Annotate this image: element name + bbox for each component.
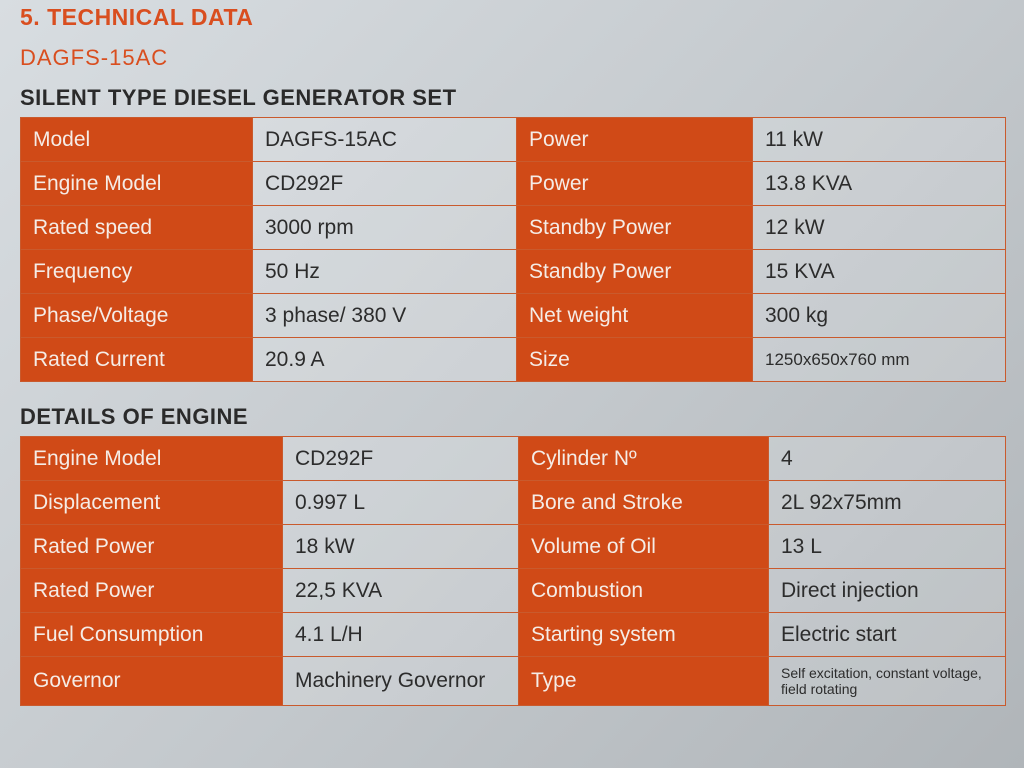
spec-value: 12 kW <box>753 206 1006 250</box>
spec-label: Standby Power <box>517 206 753 250</box>
spec-label: Combustion <box>519 569 769 613</box>
spec-value: 13 L <box>769 525 1006 569</box>
spec-value: 15 KVA <box>753 250 1006 294</box>
spec-value: 20.9 A <box>253 338 517 382</box>
spec-label: Model <box>21 118 253 162</box>
table-row: Fuel Consumption4.1 L/HStarting systemEl… <box>21 613 1006 657</box>
model-code: DAGFS-15AC <box>20 45 1004 71</box>
spec-value: 11 kW <box>753 118 1006 162</box>
table-row: Rated Power18 kWVolume of Oil13 L <box>21 525 1006 569</box>
spec-value: 1250x650x760 mm <box>753 338 1006 382</box>
spec-label: Size <box>517 338 753 382</box>
spec-value: 2L 92x75mm <box>769 481 1006 525</box>
spec-value: 18 kW <box>283 525 519 569</box>
spec-value: 3000 rpm <box>253 206 517 250</box>
spec-value: Electric start <box>769 613 1006 657</box>
spec-value: DAGFS-15AC <box>253 118 517 162</box>
spec-value: 3 phase/ 380 V <box>253 294 517 338</box>
engine-table: Engine ModelCD292FCylinder Nº4Displaceme… <box>20 436 1006 706</box>
spec-label: Engine Model <box>21 437 283 481</box>
engine-table-heading: DETAILS OF ENGINE <box>20 404 1004 430</box>
table-row: ModelDAGFS-15ACPower11 kW <box>21 118 1006 162</box>
spec-label: Frequency <box>21 250 253 294</box>
spec-table: ModelDAGFS-15ACPower11 kWEngine ModelCD2… <box>20 117 1006 382</box>
spec-label: Rated Power <box>21 525 283 569</box>
table-row: Frequency50 HzStandby Power15 KVA <box>21 250 1006 294</box>
spec-value: 4 <box>769 437 1006 481</box>
spec-value: Self excitation, constant voltage, field… <box>769 657 1006 706</box>
spec-value: Direct injection <box>769 569 1006 613</box>
table-row: GovernorMachinery GovernorTypeSelf excit… <box>21 657 1006 706</box>
spec-value: 4.1 L/H <box>283 613 519 657</box>
spec-value: 13.8 KVA <box>753 162 1006 206</box>
table-row: Rated Power22,5 KVACombustionDirect inje… <box>21 569 1006 613</box>
spec-label: Rated speed <box>21 206 253 250</box>
spec-label: Bore and Stroke <box>519 481 769 525</box>
spec-value: 300 kg <box>753 294 1006 338</box>
spec-label: Fuel Consumption <box>21 613 283 657</box>
spec-label: Starting system <box>519 613 769 657</box>
spec-label: Standby Power <box>517 250 753 294</box>
spec-label: Rated Power <box>21 569 283 613</box>
table-row: Rated speed3000 rpmStandby Power12 kW <box>21 206 1006 250</box>
spec-value: Machinery Governor <box>283 657 519 706</box>
table-row: Engine ModelCD292FCylinder Nº4 <box>21 437 1006 481</box>
spec-value: CD292F <box>253 162 517 206</box>
spec-label: Power <box>517 162 753 206</box>
spec-value: 0.997 L <box>283 481 519 525</box>
spec-label: Volume of Oil <box>519 525 769 569</box>
table-row: Engine ModelCD292FPower13.8 KVA <box>21 162 1006 206</box>
section-number-heading: 5. TECHNICAL DATA <box>20 4 1004 31</box>
table-row: Rated Current20.9 ASize1250x650x760 mm <box>21 338 1006 382</box>
spec-label: Cylinder Nº <box>519 437 769 481</box>
spec-label: Power <box>517 118 753 162</box>
spec-label: Phase/Voltage <box>21 294 253 338</box>
table-row: Phase/Voltage3 phase/ 380 VNet weight300… <box>21 294 1006 338</box>
spec-value: CD292F <box>283 437 519 481</box>
spec-label: Engine Model <box>21 162 253 206</box>
spec-label: Displacement <box>21 481 283 525</box>
spec-table-heading: SILENT TYPE DIESEL GENERATOR SET <box>20 85 1004 111</box>
spec-label: Type <box>519 657 769 706</box>
spec-value: 50 Hz <box>253 250 517 294</box>
spec-label: Governor <box>21 657 283 706</box>
spec-label: Net weight <box>517 294 753 338</box>
table-row: Displacement0.997 LBore and Stroke2L 92x… <box>21 481 1006 525</box>
spec-value: 22,5 KVA <box>283 569 519 613</box>
spec-label: Rated Current <box>21 338 253 382</box>
